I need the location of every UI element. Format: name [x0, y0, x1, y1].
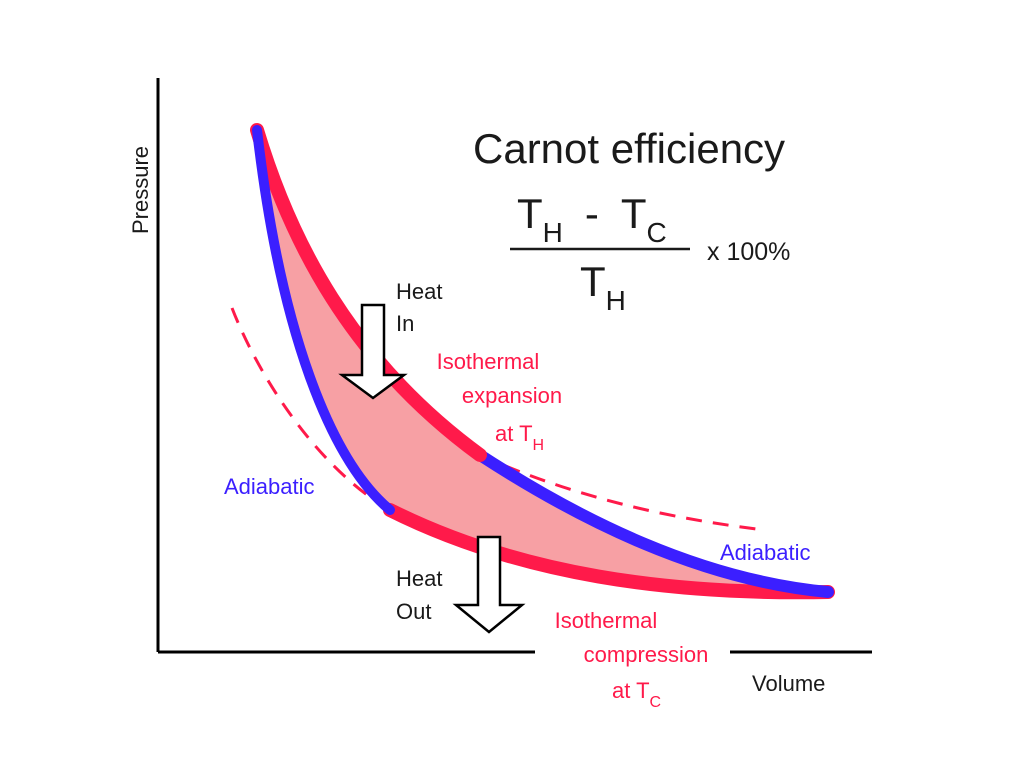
- adiabatic-compression-curve: [252, 125, 395, 515]
- isothermal-expansion-curve: [250, 123, 487, 462]
- x-axis-label: Volume: [752, 671, 825, 696]
- heat-in-label: Heat In: [396, 279, 449, 336]
- formula-title: Carnot efficiency: [473, 125, 785, 172]
- formula-denominator: TH: [580, 258, 626, 316]
- isothermal-expansion-label: Isothermal expansion: [437, 349, 563, 408]
- cycle-area: [257, 130, 828, 594]
- axis-label-knockout: [535, 640, 730, 662]
- adiabatic-label-left: Adiabatic: [224, 474, 315, 499]
- formula-numerator: TH - TC: [517, 190, 667, 248]
- isothermal-compression-temp: at TC: [612, 678, 661, 711]
- formula-multiplier: x 100%: [707, 238, 790, 266]
- heat-out-label: Heat Out: [396, 566, 449, 624]
- heat-out-arrow-icon: [452, 535, 526, 634]
- isothermal-compression-curve: [383, 503, 835, 600]
- isothermal-expansion-temp: at TH: [495, 421, 544, 454]
- y-axis-label: Pressure: [128, 146, 153, 234]
- isothermal-compression-label: Isothermal compression: [555, 608, 709, 667]
- adiabatic-expansion-curve: [474, 449, 834, 598]
- heat-in-arrow-icon: [338, 303, 408, 400]
- adiabatic-label-right: Adiabatic: [720, 540, 811, 565]
- dashed-isotherm-extension: [230, 307, 766, 532]
